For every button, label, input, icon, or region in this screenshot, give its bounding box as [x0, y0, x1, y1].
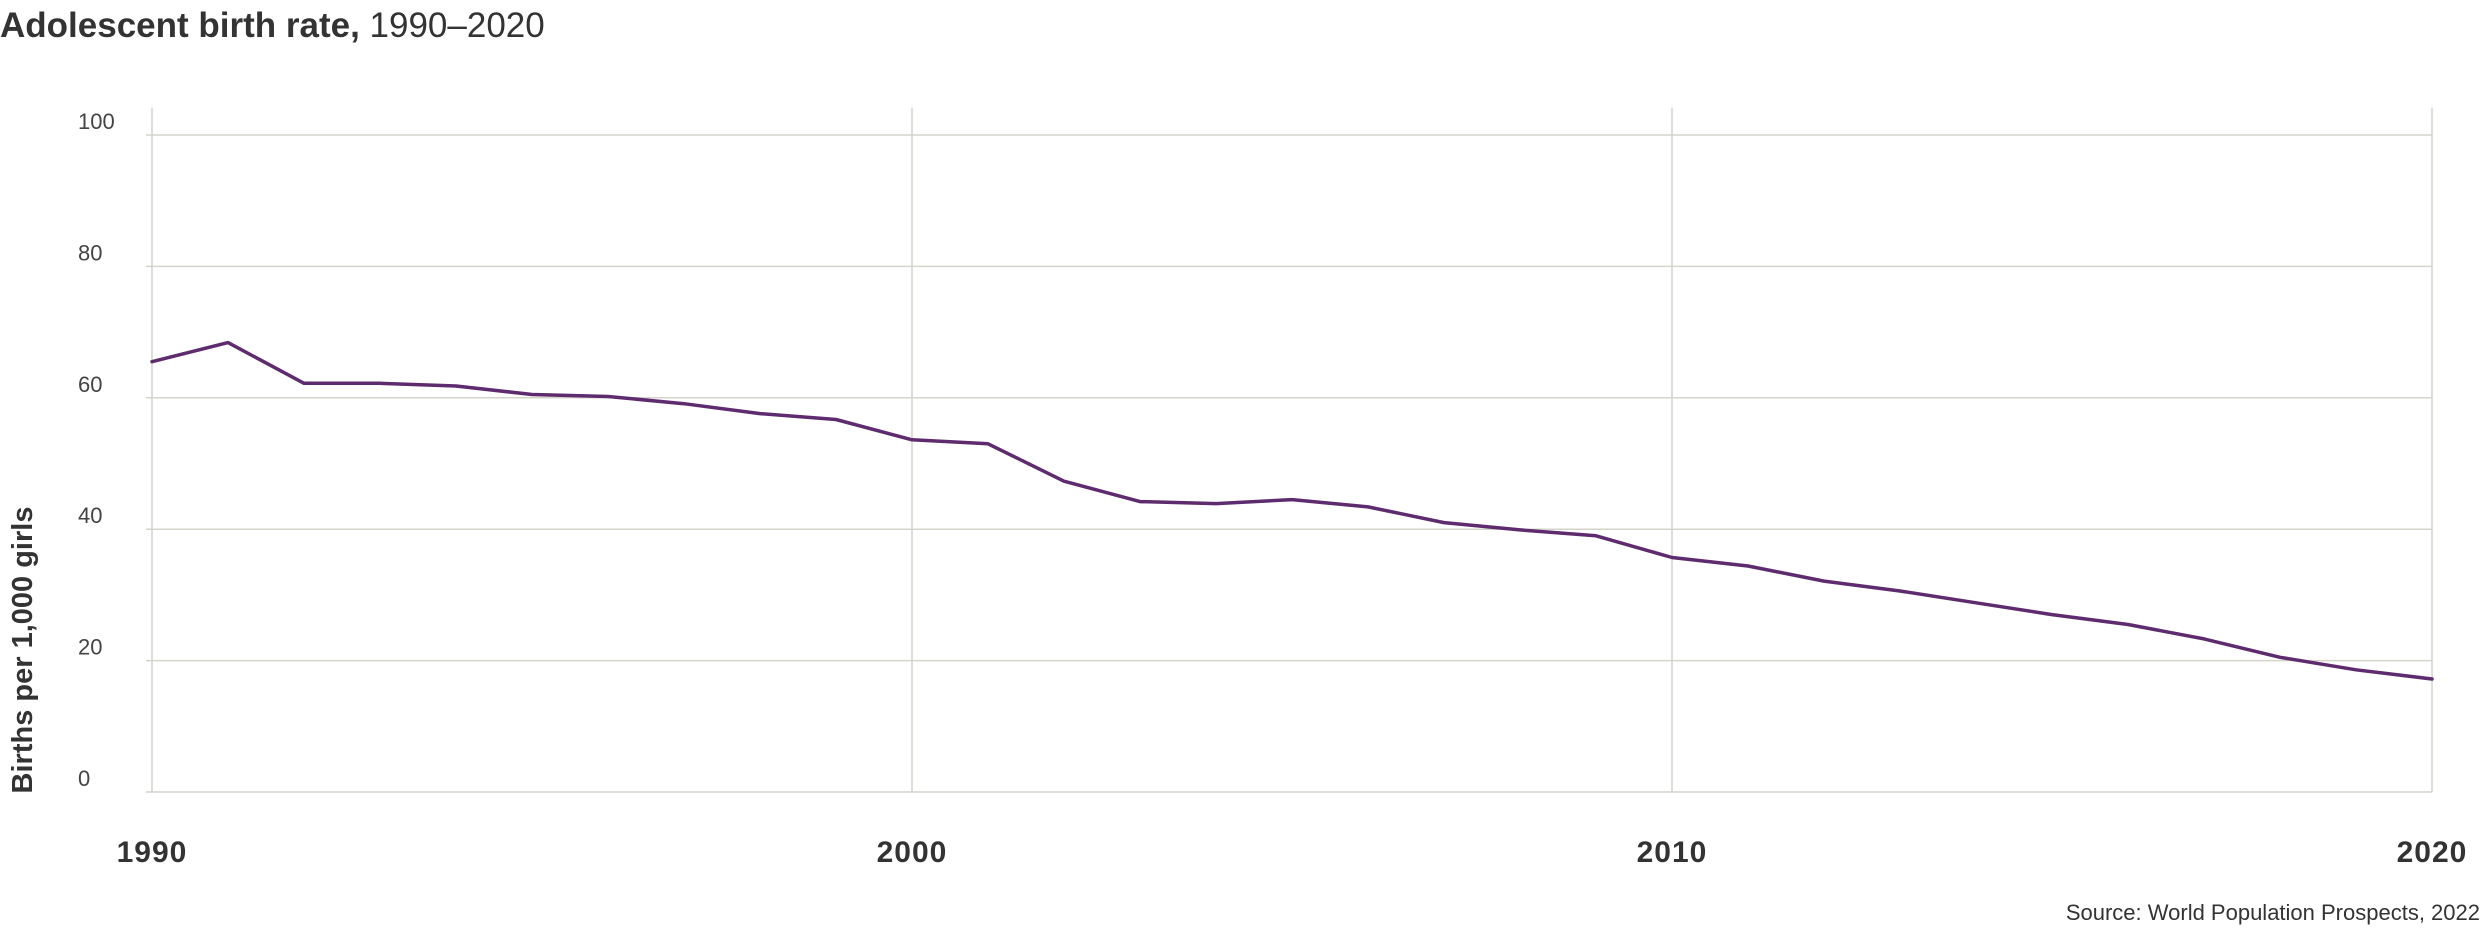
data-point	[150, 360, 154, 364]
data-point	[1898, 589, 1902, 593]
data-point	[1290, 498, 1294, 502]
data-point	[2354, 668, 2358, 672]
y-tick-label: 20	[78, 635, 102, 660]
data-point	[682, 402, 686, 406]
x-tick-label: 2000	[877, 836, 948, 869]
data-point	[910, 438, 914, 442]
chart-title-bold: Adolescent birth rate,	[0, 6, 360, 45]
data-point	[1594, 534, 1598, 538]
chart-title-years: 1990–2020	[369, 6, 545, 45]
data-point	[1366, 505, 1370, 509]
data-point	[2278, 655, 2282, 659]
x-tick-label: 2020	[2397, 836, 2468, 869]
data-point	[1822, 579, 1826, 583]
data-point	[758, 412, 762, 416]
data-point	[1138, 500, 1142, 504]
data-point	[1518, 528, 1522, 532]
x-axis-ticks: 1990 2000 2010 2020	[117, 836, 2468, 869]
data-point	[1442, 521, 1446, 525]
data-point	[1746, 564, 1750, 568]
data-point	[1670, 555, 1674, 559]
grid-lines	[146, 108, 2433, 793]
x-tick-label: 1990	[117, 836, 188, 869]
data-point	[2126, 622, 2130, 626]
data-point	[378, 381, 382, 385]
y-tick-label: 40	[78, 503, 102, 528]
data-point	[302, 381, 306, 385]
data-point	[1214, 502, 1218, 506]
y-axis-label: Births per 1,000 girls	[7, 507, 39, 794]
y-axis-ticks: 0 20 40 60 80 100	[78, 109, 115, 791]
series-layer	[150, 340, 2434, 681]
chart-title: Adolescent birth rate, 1990–2020	[0, 6, 545, 46]
y-tick-label: 0	[78, 766, 90, 791]
y-tick-label: 80	[78, 240, 102, 265]
data-point	[834, 417, 838, 421]
series-line	[150, 340, 2434, 681]
data-point	[986, 442, 990, 446]
x-tick-label: 2010	[1637, 836, 1708, 869]
data-point	[2202, 637, 2206, 641]
y-tick-label: 60	[78, 372, 102, 397]
data-point	[226, 341, 230, 345]
y-tick-label: 100	[78, 109, 115, 134]
data-point	[454, 384, 458, 388]
data-point	[1062, 479, 1066, 483]
data-point	[2050, 613, 2054, 617]
data-point	[606, 394, 610, 398]
source-note: Source: World Population Prospects, 2022	[2065, 900, 2480, 925]
data-point	[530, 393, 534, 397]
data-point	[2430, 677, 2434, 681]
data-point	[1974, 601, 1978, 605]
